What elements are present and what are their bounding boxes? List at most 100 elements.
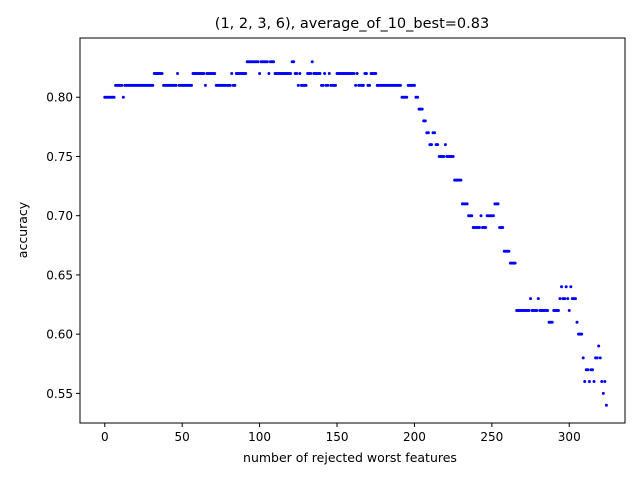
y-tick-label: 0.65 bbox=[46, 268, 73, 282]
data-point bbox=[309, 72, 313, 76]
y-axis-ticks: 0.55 0.60 0.65 0.70 0.75 0.80 bbox=[46, 91, 80, 401]
data-point bbox=[121, 95, 125, 99]
data-point bbox=[465, 202, 469, 206]
data-point bbox=[256, 60, 260, 64]
data-point bbox=[564, 285, 568, 289]
y-tick-label: 0.80 bbox=[46, 91, 73, 105]
plot-frame bbox=[79, 37, 626, 424]
data-point bbox=[560, 285, 564, 289]
data-point bbox=[567, 308, 571, 312]
data-point bbox=[355, 72, 359, 76]
data-point bbox=[600, 380, 604, 384]
data-point bbox=[189, 83, 193, 87]
data-point bbox=[318, 72, 322, 76]
data-point bbox=[484, 226, 488, 230]
data-point bbox=[507, 249, 511, 253]
data-point bbox=[603, 380, 607, 384]
data-point bbox=[436, 143, 440, 147]
data-point bbox=[595, 356, 599, 360]
data-point bbox=[550, 320, 554, 324]
y-tick-label: 0.60 bbox=[46, 328, 73, 342]
data-point bbox=[296, 83, 300, 87]
data-point bbox=[265, 60, 269, 64]
data-point bbox=[546, 308, 550, 312]
data-point bbox=[573, 297, 577, 301]
data-point bbox=[304, 83, 308, 87]
data-point bbox=[586, 368, 590, 372]
data-point bbox=[160, 72, 164, 76]
y-tick-label: 0.70 bbox=[46, 209, 73, 223]
data-point bbox=[477, 226, 481, 230]
data-point bbox=[289, 72, 293, 76]
data-point bbox=[361, 83, 365, 87]
data-point bbox=[112, 95, 116, 99]
x-tick-label: 250 bbox=[480, 430, 503, 444]
data-point bbox=[368, 83, 372, 87]
data-point bbox=[598, 356, 602, 360]
data-point bbox=[581, 356, 585, 360]
data-point bbox=[597, 344, 601, 348]
data-point bbox=[405, 95, 409, 99]
data-point bbox=[203, 83, 207, 87]
x-axis-ticks: 0 50 100 150 200 250 300 bbox=[101, 423, 581, 444]
data-point bbox=[556, 308, 560, 312]
data-point bbox=[267, 72, 271, 76]
data-point bbox=[566, 297, 570, 301]
data-point bbox=[601, 391, 605, 395]
data-point bbox=[202, 72, 206, 76]
data-point bbox=[426, 131, 430, 135]
data-point bbox=[580, 332, 584, 336]
data-point bbox=[333, 83, 337, 87]
data-point bbox=[230, 72, 234, 76]
data-point bbox=[323, 72, 327, 76]
data-point bbox=[429, 143, 433, 147]
data-point bbox=[470, 214, 474, 218]
data-point bbox=[292, 60, 296, 64]
data-point bbox=[233, 83, 237, 87]
data-point bbox=[442, 154, 446, 158]
x-tick-label: 50 bbox=[175, 430, 190, 444]
data-point bbox=[529, 297, 533, 301]
data-point bbox=[527, 308, 531, 312]
data-point bbox=[354, 83, 358, 87]
data-point bbox=[443, 143, 447, 147]
data-point bbox=[258, 72, 262, 76]
data-point bbox=[575, 320, 579, 324]
data-point bbox=[151, 83, 155, 87]
data-point bbox=[583, 380, 587, 384]
data-point bbox=[326, 83, 330, 87]
data-point bbox=[120, 83, 124, 87]
data-point bbox=[459, 178, 463, 182]
data-point bbox=[501, 226, 505, 230]
data-point bbox=[352, 72, 356, 76]
data-point bbox=[364, 72, 368, 76]
data-point bbox=[174, 83, 178, 87]
data-point bbox=[587, 380, 591, 384]
data-point bbox=[398, 83, 402, 87]
data-point bbox=[491, 214, 495, 218]
y-tick-label: 0.75 bbox=[46, 150, 73, 164]
data-point bbox=[176, 72, 180, 76]
data-point bbox=[228, 83, 232, 87]
data-point bbox=[569, 285, 573, 289]
y-tick-label: 0.55 bbox=[46, 387, 73, 401]
data-point bbox=[374, 72, 378, 76]
data-point bbox=[298, 72, 302, 76]
data-point bbox=[604, 403, 608, 407]
chart-title: (1, 2, 3, 6), average_of_10_best=0.83 bbox=[215, 16, 489, 32]
data-point bbox=[423, 119, 427, 123]
data-point bbox=[451, 154, 455, 158]
data-point bbox=[513, 261, 517, 265]
data-point bbox=[321, 83, 325, 87]
data-point bbox=[535, 308, 539, 312]
data-point bbox=[496, 202, 500, 206]
y-axis-label: accuracy bbox=[15, 201, 30, 258]
data-point bbox=[213, 72, 217, 76]
data-point bbox=[412, 83, 416, 87]
data-point bbox=[327, 72, 331, 76]
data-point bbox=[563, 297, 567, 301]
data-point bbox=[433, 131, 437, 135]
x-tick-label: 300 bbox=[558, 430, 581, 444]
